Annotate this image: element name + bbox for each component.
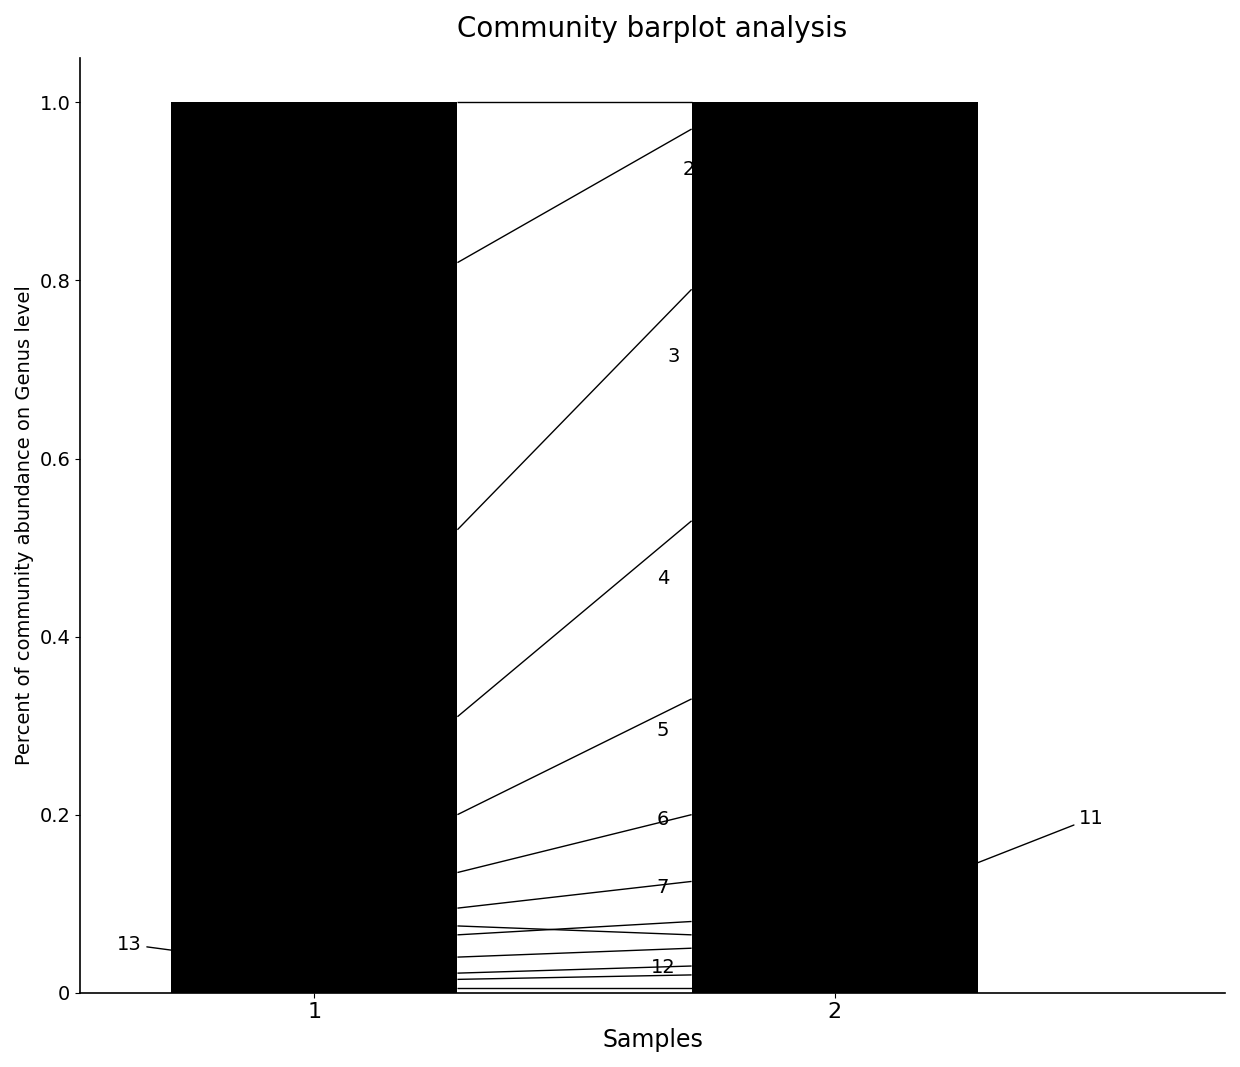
Text: 4: 4	[657, 569, 670, 588]
Text: 11: 11	[169, 858, 455, 978]
Text: 8: 8	[745, 917, 758, 936]
Text: 5: 5	[657, 720, 670, 739]
X-axis label: Samples: Samples	[603, 1028, 703, 1052]
Bar	[171, 102, 458, 992]
Text: 7: 7	[657, 878, 670, 897]
Text: 12: 12	[651, 958, 676, 977]
Text: 3: 3	[667, 347, 680, 366]
Text: 11: 11	[694, 809, 1104, 974]
Text: 9: 9	[703, 905, 715, 924]
Y-axis label: Percent of community abundance on Genus level: Percent of community abundance on Genus …	[15, 285, 33, 765]
Text: 10: 10	[739, 941, 764, 960]
Text: 1: 1	[698, 101, 711, 121]
Title: Community barplot analysis: Community barplot analysis	[458, 15, 848, 43]
Text: 13: 13	[117, 935, 455, 988]
Text: 6: 6	[657, 810, 670, 829]
Text: 2: 2	[683, 160, 696, 178]
Bar	[692, 102, 978, 992]
